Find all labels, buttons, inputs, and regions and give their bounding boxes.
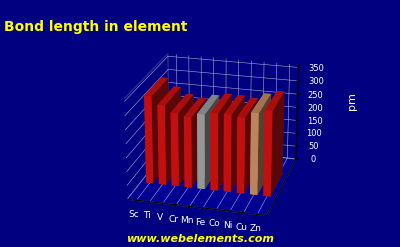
Text: Bond length in element: Bond length in element — [4, 20, 188, 34]
Text: www.webelements.com: www.webelements.com — [126, 234, 274, 244]
